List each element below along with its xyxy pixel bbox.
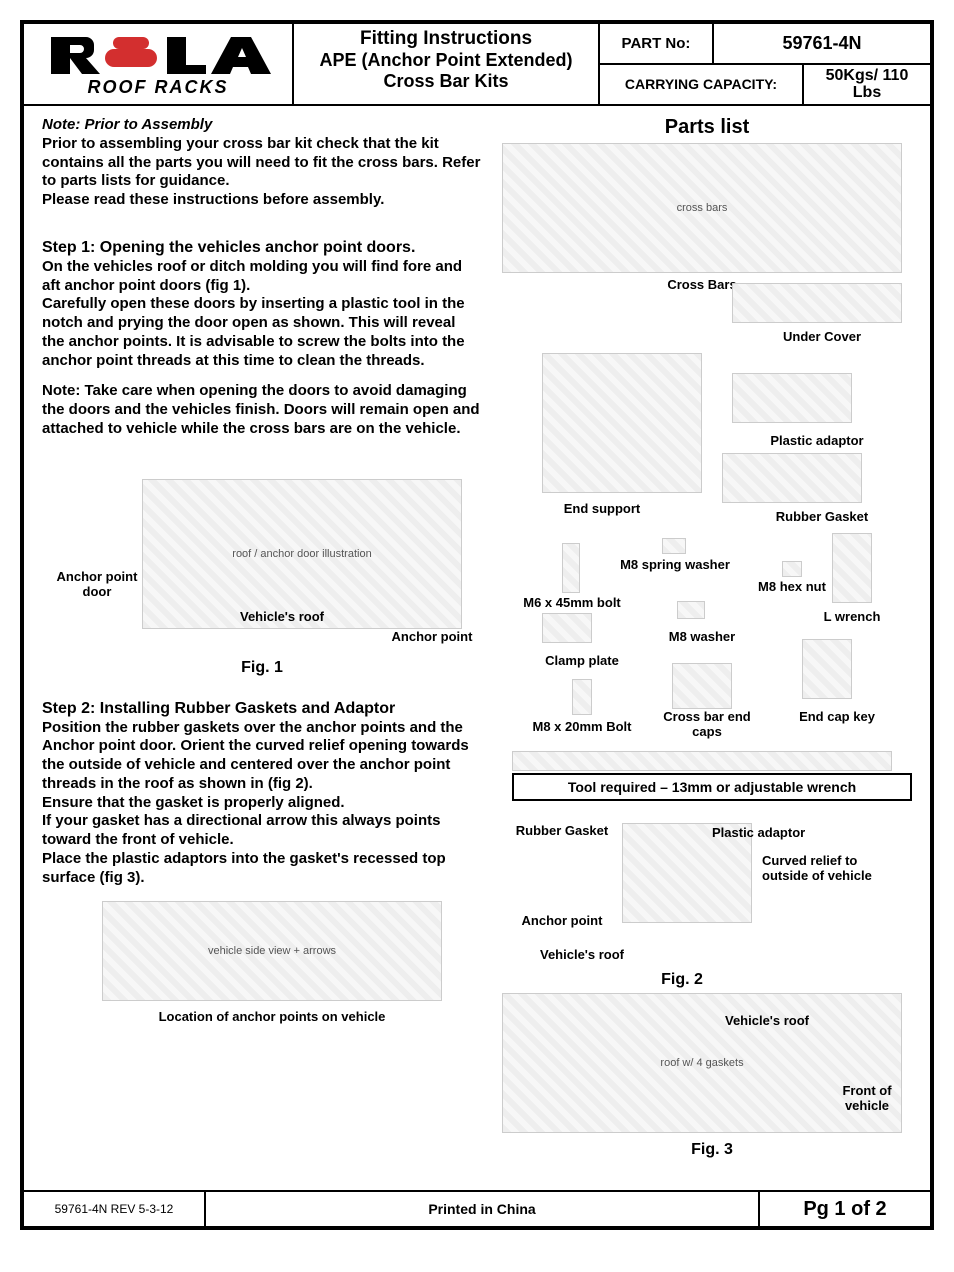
fig1: roof / anchor door illustration Anchor p… [42,479,482,679]
fig2-plasticadaptor: Plastic adaptor [712,825,842,840]
vehicle-diagram: vehicle side view + arrows Location of a… [42,901,482,1031]
vehicle-illustration: vehicle side view + arrows [102,901,442,1001]
step1-title: Step 1: Opening the vehicles anchor poin… [42,238,482,258]
springwasher-illustration [662,538,686,554]
title-sub: APE (Anchor Point Extended) Cross Bar Ki… [302,50,590,92]
vehicle-caption: Location of anchor points on vehicle [122,1009,422,1024]
logo-cell: ROOF RACKS [24,24,294,104]
tool-box-wrap: Tool required – 13mm or adjustable wrenc… [512,751,912,801]
fig2-anchorpoint: Anchor point [502,913,622,928]
fig3-roof: Vehicle's roof [702,1013,832,1028]
fig1-illustration: roof / anchor door illustration [142,479,462,629]
endcapkey-label: End cap key [782,709,892,724]
rubbergasket-illustration [722,453,862,503]
fig1-roof-label: Vehicle's roof [232,609,332,624]
capacity-value: 50Kgs/ 110 Lbs [804,65,930,104]
crossbars-illustration: cross bars [502,143,902,273]
m8bolt20-label: M8 x 20mm Bolt [512,719,652,734]
fig1-anchor-point-label: Anchor point [372,629,492,644]
fig2-curvedrelief: Curved relief to outside of vehicle [762,853,902,883]
step2-p3: If your gasket has a directional arrow t… [42,812,482,850]
clampplate-illustration [542,613,592,643]
step1-block: Step 1: Opening the vehicles anchor poin… [42,238,482,439]
footer: 59761-4N REV 5-3-12 Printed in China Pg … [24,1190,930,1226]
fig2: Rubber Gasket Plastic adaptor Curved rel… [502,813,912,993]
note-title: Note: Prior to Assembly [42,116,212,133]
fig3-caption: Fig. 3 [662,1141,762,1159]
step2-p4: Place the plastic adaptors into the gask… [42,850,482,888]
note-block: Note: Prior to Assembly Prior to assembl… [42,116,482,210]
title-cell: Fitting Instructions APE (Anchor Point E… [294,24,600,104]
undercover-illustration [732,283,902,323]
lwrench-label: L wrench [802,609,902,624]
endcapkey-illustration [802,639,852,699]
step2-p1: Position the rubber gaskets over the anc… [42,719,482,794]
left-column: Note: Prior to Assembly Prior to assembl… [42,116,482,1193]
fig3-front: Front of vehicle [822,1083,912,1113]
parts-grid: cross bars Cross Bars Under Cover End su… [502,143,912,813]
page: ROOF RACKS Fitting Instructions APE (Anc… [20,20,934,1230]
endsupport-illustration [542,353,702,493]
footer-mid: Printed in China [206,1192,760,1226]
clampplate-label: Clamp plate [522,653,642,668]
logo-text: ROOF RACKS [88,77,229,97]
fig3: roof w/ 4 gaskets Vehicle's roof Front o… [502,993,912,1193]
m6bolt-label: M6 x 45mm bolt [512,595,632,610]
plasticadaptor-label: Plastic adaptor [752,433,882,448]
m8bolt20-illustration [572,679,592,715]
fig2-rubbergasket: Rubber Gasket [502,823,622,838]
m6bolt-illustration [562,543,580,593]
footer-left: 59761-4N REV 5-3-12 [24,1192,206,1226]
fig2-roof: Vehicle's roof [522,947,642,962]
springwasher-label: M8 spring washer [600,557,750,572]
rola-logo: ROOF RACKS [33,29,283,99]
note-read: Please read these instructions before as… [42,191,384,208]
parts-list-title: Parts list [502,116,912,139]
m8washer-label: M8 washer [642,629,762,644]
plasticadaptor-illustration [732,373,852,423]
info-cell: PART No: 59761-4N CARRYING CAPACITY: 50K… [600,24,930,104]
right-column: Parts list cross bars Cross Bars Under C… [502,116,912,1193]
step2-p2: Ensure that the gasket is properly align… [42,794,482,813]
part-no-value: 59761-4N [714,24,930,63]
header: ROOF RACKS Fitting Instructions APE (Anc… [24,24,930,106]
fig1-caption: Fig. 1 [212,659,312,677]
hexnut-illustration [782,561,802,577]
part-no-label: PART No: [600,24,714,63]
title-main: Fitting Instructions [302,28,590,50]
step1-p2: Carefully open these doors by inserting … [42,295,482,370]
capacity-label: CARRYING CAPACITY: [600,65,804,104]
step1-p3: Note: Take care when opening the doors t… [42,382,482,438]
rubbergasket-label: Rubber Gasket [757,509,887,524]
fig1-anchor-door-label: Anchor point door [42,569,152,599]
step1-p1: On the vehicles roof or ditch molding yo… [42,258,482,296]
endcaps-illustration [672,663,732,709]
endsupport-label: End support [542,501,662,516]
content: Note: Prior to Assembly Prior to assembl… [24,106,930,1193]
note-body: Prior to assembling your cross bar kit c… [42,135,480,190]
fig2-caption: Fig. 2 [632,971,732,989]
step2-block: Step 2: Installing Rubber Gaskets and Ad… [42,699,482,888]
undercover-label: Under Cover [762,329,882,344]
endcaps-label: Cross bar end caps [647,709,767,739]
lwrench-illustration [832,533,872,603]
step2-title: Step 2: Installing Rubber Gaskets and Ad… [42,699,482,719]
m8washer-illustration [677,601,705,619]
wrench-illustration [512,751,892,771]
footer-right: Pg 1 of 2 [760,1192,930,1226]
tool-required: Tool required – 13mm or adjustable wrenc… [512,773,912,801]
